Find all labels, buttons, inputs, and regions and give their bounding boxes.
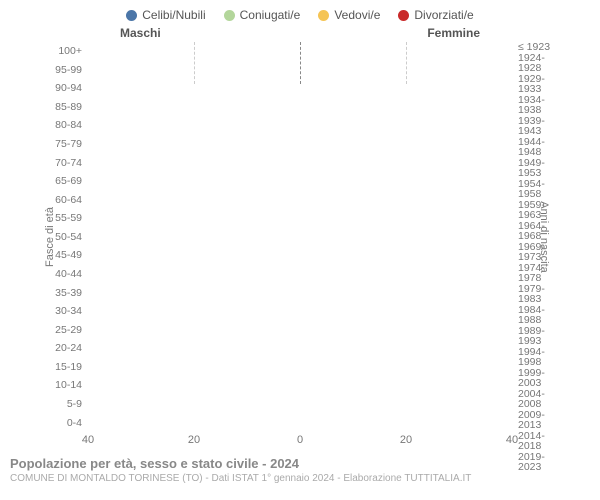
legend-swatch xyxy=(398,10,409,21)
birth-year-label: 1924-1928 xyxy=(518,53,568,74)
age-band-label: 55-59 xyxy=(55,209,82,228)
legend-item: Divorziati/e xyxy=(398,8,473,22)
age-band-label: 5-9 xyxy=(67,395,82,414)
birth-year-label: 1954-1958 xyxy=(518,179,568,200)
age-band-label: 50-54 xyxy=(55,228,82,247)
birth-year-label: 1939-1943 xyxy=(518,116,568,137)
legend-swatch xyxy=(224,10,235,21)
age-band-label: 65-69 xyxy=(55,172,82,191)
female-half xyxy=(300,42,512,84)
gender-labels: Maschi Femmine xyxy=(0,26,600,42)
age-band-label: 90-94 xyxy=(55,79,82,98)
birth-year-label: 2014-2018 xyxy=(518,431,568,452)
age-band-label: 85-89 xyxy=(55,98,82,117)
age-band-label: 20-24 xyxy=(55,339,82,358)
footer: Popolazione per età, sesso e stato civil… xyxy=(0,450,600,484)
birth-year-label: 1989-1993 xyxy=(518,326,568,347)
x-tick: 20 xyxy=(188,434,200,446)
legend-label: Vedovi/e xyxy=(334,8,380,22)
birth-year-label: 1999-2003 xyxy=(518,368,568,389)
birth-year-label: 1934-1938 xyxy=(518,95,568,116)
gender-male-label: Maschi xyxy=(120,26,161,40)
x-tick: 40 xyxy=(82,434,94,446)
birth-year-label: 1944-1948 xyxy=(518,137,568,158)
legend-swatch xyxy=(126,10,137,21)
birth-year-label: 1994-1998 xyxy=(518,347,568,368)
age-band-label: 25-29 xyxy=(55,321,82,340)
birth-year-label: 2004-2008 xyxy=(518,389,568,410)
x-tick: 40 xyxy=(506,434,518,446)
age-band-label: 40-44 xyxy=(55,265,82,284)
x-tick: 0 xyxy=(297,434,303,446)
age-band-label: 35-39 xyxy=(55,284,82,303)
age-band-label: 75-79 xyxy=(55,135,82,154)
age-band-label: 100+ xyxy=(58,42,82,61)
age-band-label: 60-64 xyxy=(55,191,82,210)
pyramid-plot xyxy=(88,42,512,84)
legend: Celibi/Nubili Coniugati/e Vedovi/e Divorzia… xyxy=(0,0,600,26)
age-band-label: 80-84 xyxy=(55,116,82,135)
birth-year-label: 1949-1953 xyxy=(518,158,568,179)
male-half xyxy=(88,42,300,84)
birth-year-label: ≤ 1923 xyxy=(518,42,550,53)
pyramid-row xyxy=(300,82,512,84)
birth-year-label: 2009-2013 xyxy=(518,410,568,431)
y-axis-right-title: Anni di nascita xyxy=(538,201,550,273)
legend-item: Celibi/Nubili xyxy=(126,8,205,22)
chart-title: Popolazione per età, sesso e stato civil… xyxy=(10,456,590,471)
age-band-label: 30-34 xyxy=(55,302,82,321)
birth-year-label: 1979-1983 xyxy=(518,284,568,305)
legend-label: Coniugati/e xyxy=(240,8,301,22)
birth-year-label: 1929-1933 xyxy=(518,74,568,95)
legend-swatch xyxy=(318,10,329,21)
x-tick: 20 xyxy=(400,434,412,446)
age-band-label: 95-99 xyxy=(55,61,82,80)
birth-year-label: 2019-2023 xyxy=(518,452,568,473)
x-axis: 402002040 xyxy=(88,432,512,450)
age-band-label: 0-4 xyxy=(67,414,82,433)
age-band-labels: 100+95-9990-9485-8980-8475-7970-7465-696… xyxy=(32,42,88,432)
age-band-label: 10-14 xyxy=(55,376,82,395)
chart-subtitle: COMUNE DI MONTALDO TORINESE (TO) - Dati … xyxy=(10,473,590,484)
gender-female-label: Femmine xyxy=(427,26,480,40)
age-band-label: 70-74 xyxy=(55,153,82,172)
legend-label: Divorziati/e xyxy=(414,8,473,22)
legend-item: Coniugati/e xyxy=(224,8,301,22)
birth-year-label: 1984-1988 xyxy=(518,305,568,326)
age-band-label: 45-49 xyxy=(55,246,82,265)
legend-label: Celibi/Nubili xyxy=(142,8,205,22)
pyramid-row xyxy=(88,82,300,84)
legend-item: Vedovi/e xyxy=(318,8,380,22)
age-band-label: 15-19 xyxy=(55,358,82,377)
y-axis-left-title: Fasce di età xyxy=(44,207,56,267)
